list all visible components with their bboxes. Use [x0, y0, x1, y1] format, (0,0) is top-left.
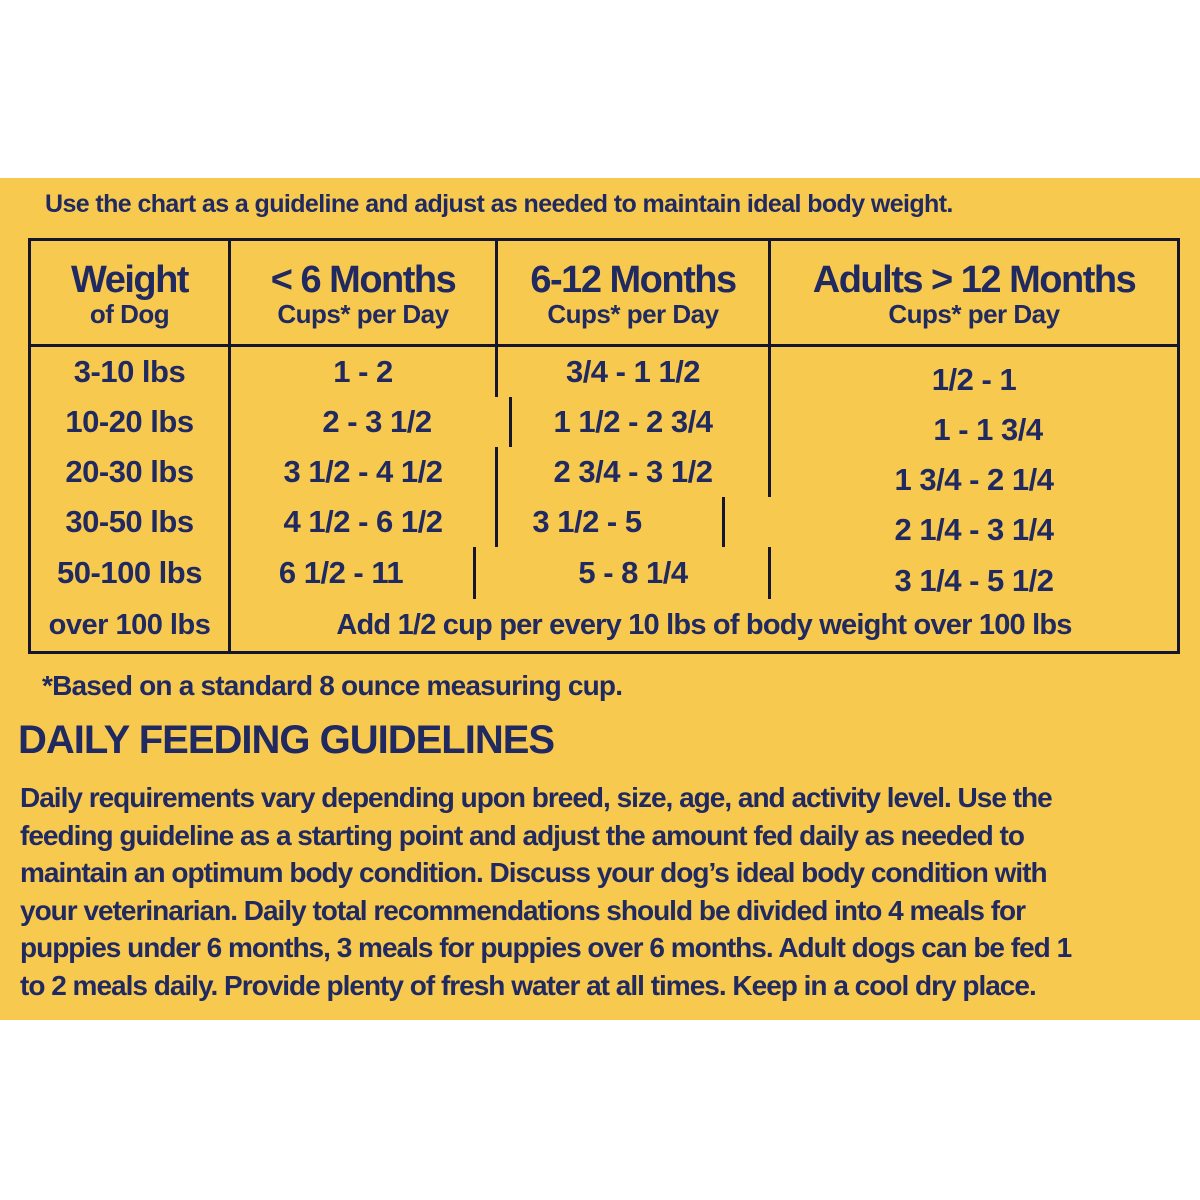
header-under-6-months: < 6 Months Cups* per Day: [231, 241, 498, 347]
cups-adults-cell: 1/2 - 1: [931, 361, 1017, 397]
over-100-note-cell: Add 1/2 cup per every 10 lbs of body wei…: [336, 608, 1072, 641]
cups-6-12-cell: 3 1/2 - 5: [452, 497, 725, 547]
weight-over-100-cell: over 100 lbs: [31, 599, 231, 651]
column-title: Weight: [71, 258, 189, 301]
column-title: 6-12 Months: [530, 258, 737, 301]
cups-under-6-cell: 2 - 3 1/2: [245, 397, 512, 447]
feeding-guidelines-panel: Use the chart as a guideline and adjust …: [0, 178, 1200, 1020]
cups-adults-cell: 3 1/4 - 5 1/2: [894, 562, 1054, 598]
daily-feeding-guidelines-title: DAILY FEEDING GUIDELINES: [18, 718, 555, 762]
cups-under-6-cell: 1 - 2: [231, 347, 498, 397]
header-weight: Weight of Dog: [31, 241, 231, 347]
cups-adults-cell: 2 1/4 - 3 1/4: [894, 511, 1054, 547]
paragraph-line: your veterinarian. Daily total recommend…: [20, 894, 1026, 926]
cups-under-6-cell: 4 1/2 - 6 1/2: [231, 497, 498, 547]
paragraph-line: feeding guideline as a starting point an…: [20, 819, 1025, 851]
feeding-chart-table: Weight of Dog < 6 Months Cups* per Day 6…: [28, 238, 1180, 654]
paragraph-line: maintain an optimum body condition. Disc…: [20, 857, 1048, 888]
paragraph-line: Daily requirements vary depending upon b…: [20, 782, 1053, 813]
cups-under-6-cell: 3 1/2 - 4 1/2: [231, 447, 498, 497]
cups-adults-cell: 1 - 1 3/4: [933, 411, 1043, 447]
column-subtitle: Cups* per Day: [888, 298, 1060, 329]
column-title: Adults > 12 Months: [812, 258, 1137, 301]
guidelines-paragraph: Daily requirements vary depending upon b…: [20, 779, 1072, 1004]
paragraph-line: puppies under 6 months, 3 meals for pupp…: [20, 932, 1072, 963]
cups-6-12-cell: 2 3/4 - 3 1/2: [498, 447, 771, 497]
column-subtitle: Cups* per Day: [547, 298, 719, 329]
cups-6-12-cell: 5 - 8 1/4: [498, 547, 771, 599]
weight-range-cell: 20-30 lbs: [31, 447, 231, 497]
chart-instruction-text: Use the chart as a guideline and adjust …: [45, 190, 953, 218]
weight-range-cell: 30-50 lbs: [31, 497, 231, 547]
weight-range-cell: 10-20 lbs: [31, 397, 231, 447]
measuring-cup-footnote: *Based on a standard 8 ounce measuring c…: [42, 670, 623, 701]
header-6-12-months: 6-12 Months Cups* per Day: [498, 241, 771, 347]
column-subtitle: of Dog: [89, 298, 170, 329]
cups-adults-cell: 1 3/4 - 2 1/4: [894, 461, 1054, 497]
column-subtitle: Cups* per Day: [277, 298, 449, 329]
cups-6-12-cell: 1 1/2 - 2 3/4: [498, 397, 771, 447]
column-title: < 6 Months: [270, 258, 457, 301]
weight-range-cell: 3-10 lbs: [31, 347, 231, 397]
weight-range-cell: 50-100 lbs: [31, 547, 231, 599]
cups-under-6-cell: 6 1/2 - 11: [209, 547, 476, 599]
cups-6-12-cell: 3/4 - 1 1/2: [498, 347, 771, 397]
header-adults-over-12: Adults > 12 Months Cups* per Day: [771, 241, 1177, 347]
paragraph-line: to 2 meals daily. Provide plenty of fres…: [20, 969, 1037, 1001]
